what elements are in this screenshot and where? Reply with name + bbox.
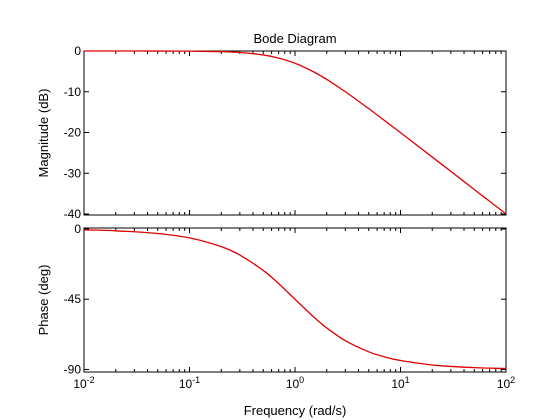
x-tick-label: 10-2 <box>73 375 94 391</box>
x-tick-label: 101 <box>391 375 409 391</box>
axes-box <box>83 50 507 216</box>
y-axis-label: Phase (deg) <box>36 265 51 336</box>
y-axis-label: Magnitude (dB) <box>36 89 51 178</box>
y-tick-label: -20 <box>64 126 82 140</box>
panel-1: 0 -10 -20 -30 -40 Magnitude (dB) <box>36 44 507 221</box>
plot-panels: 0 -10 -20 -30 -40 Magnitude (dB) 0 -45 -90 Phase … <box>36 44 515 391</box>
y-tick-label: -40 <box>64 207 82 221</box>
series-line-1 <box>83 50 507 215</box>
y-tick-label: -30 <box>64 166 82 180</box>
x-tick-label: 102 <box>497 375 515 391</box>
chart-title: Bode Diagram <box>253 31 336 46</box>
series-line-1 <box>83 229 507 370</box>
x-tick-label: 10-1 <box>179 375 200 391</box>
y-tick-label: 0 <box>74 222 81 236</box>
x-axis-label: Frequency (rad/s) <box>244 403 347 418</box>
x-tick-label: 100 <box>286 375 304 391</box>
y-tick-label: -90 <box>64 362 82 376</box>
panel-2: 0 -45 -90 Phase (deg) <box>36 222 507 376</box>
y-tick-label: 0 <box>74 44 81 58</box>
y-tick-label: -45 <box>64 292 82 306</box>
y-tick-label: -10 <box>64 85 82 99</box>
